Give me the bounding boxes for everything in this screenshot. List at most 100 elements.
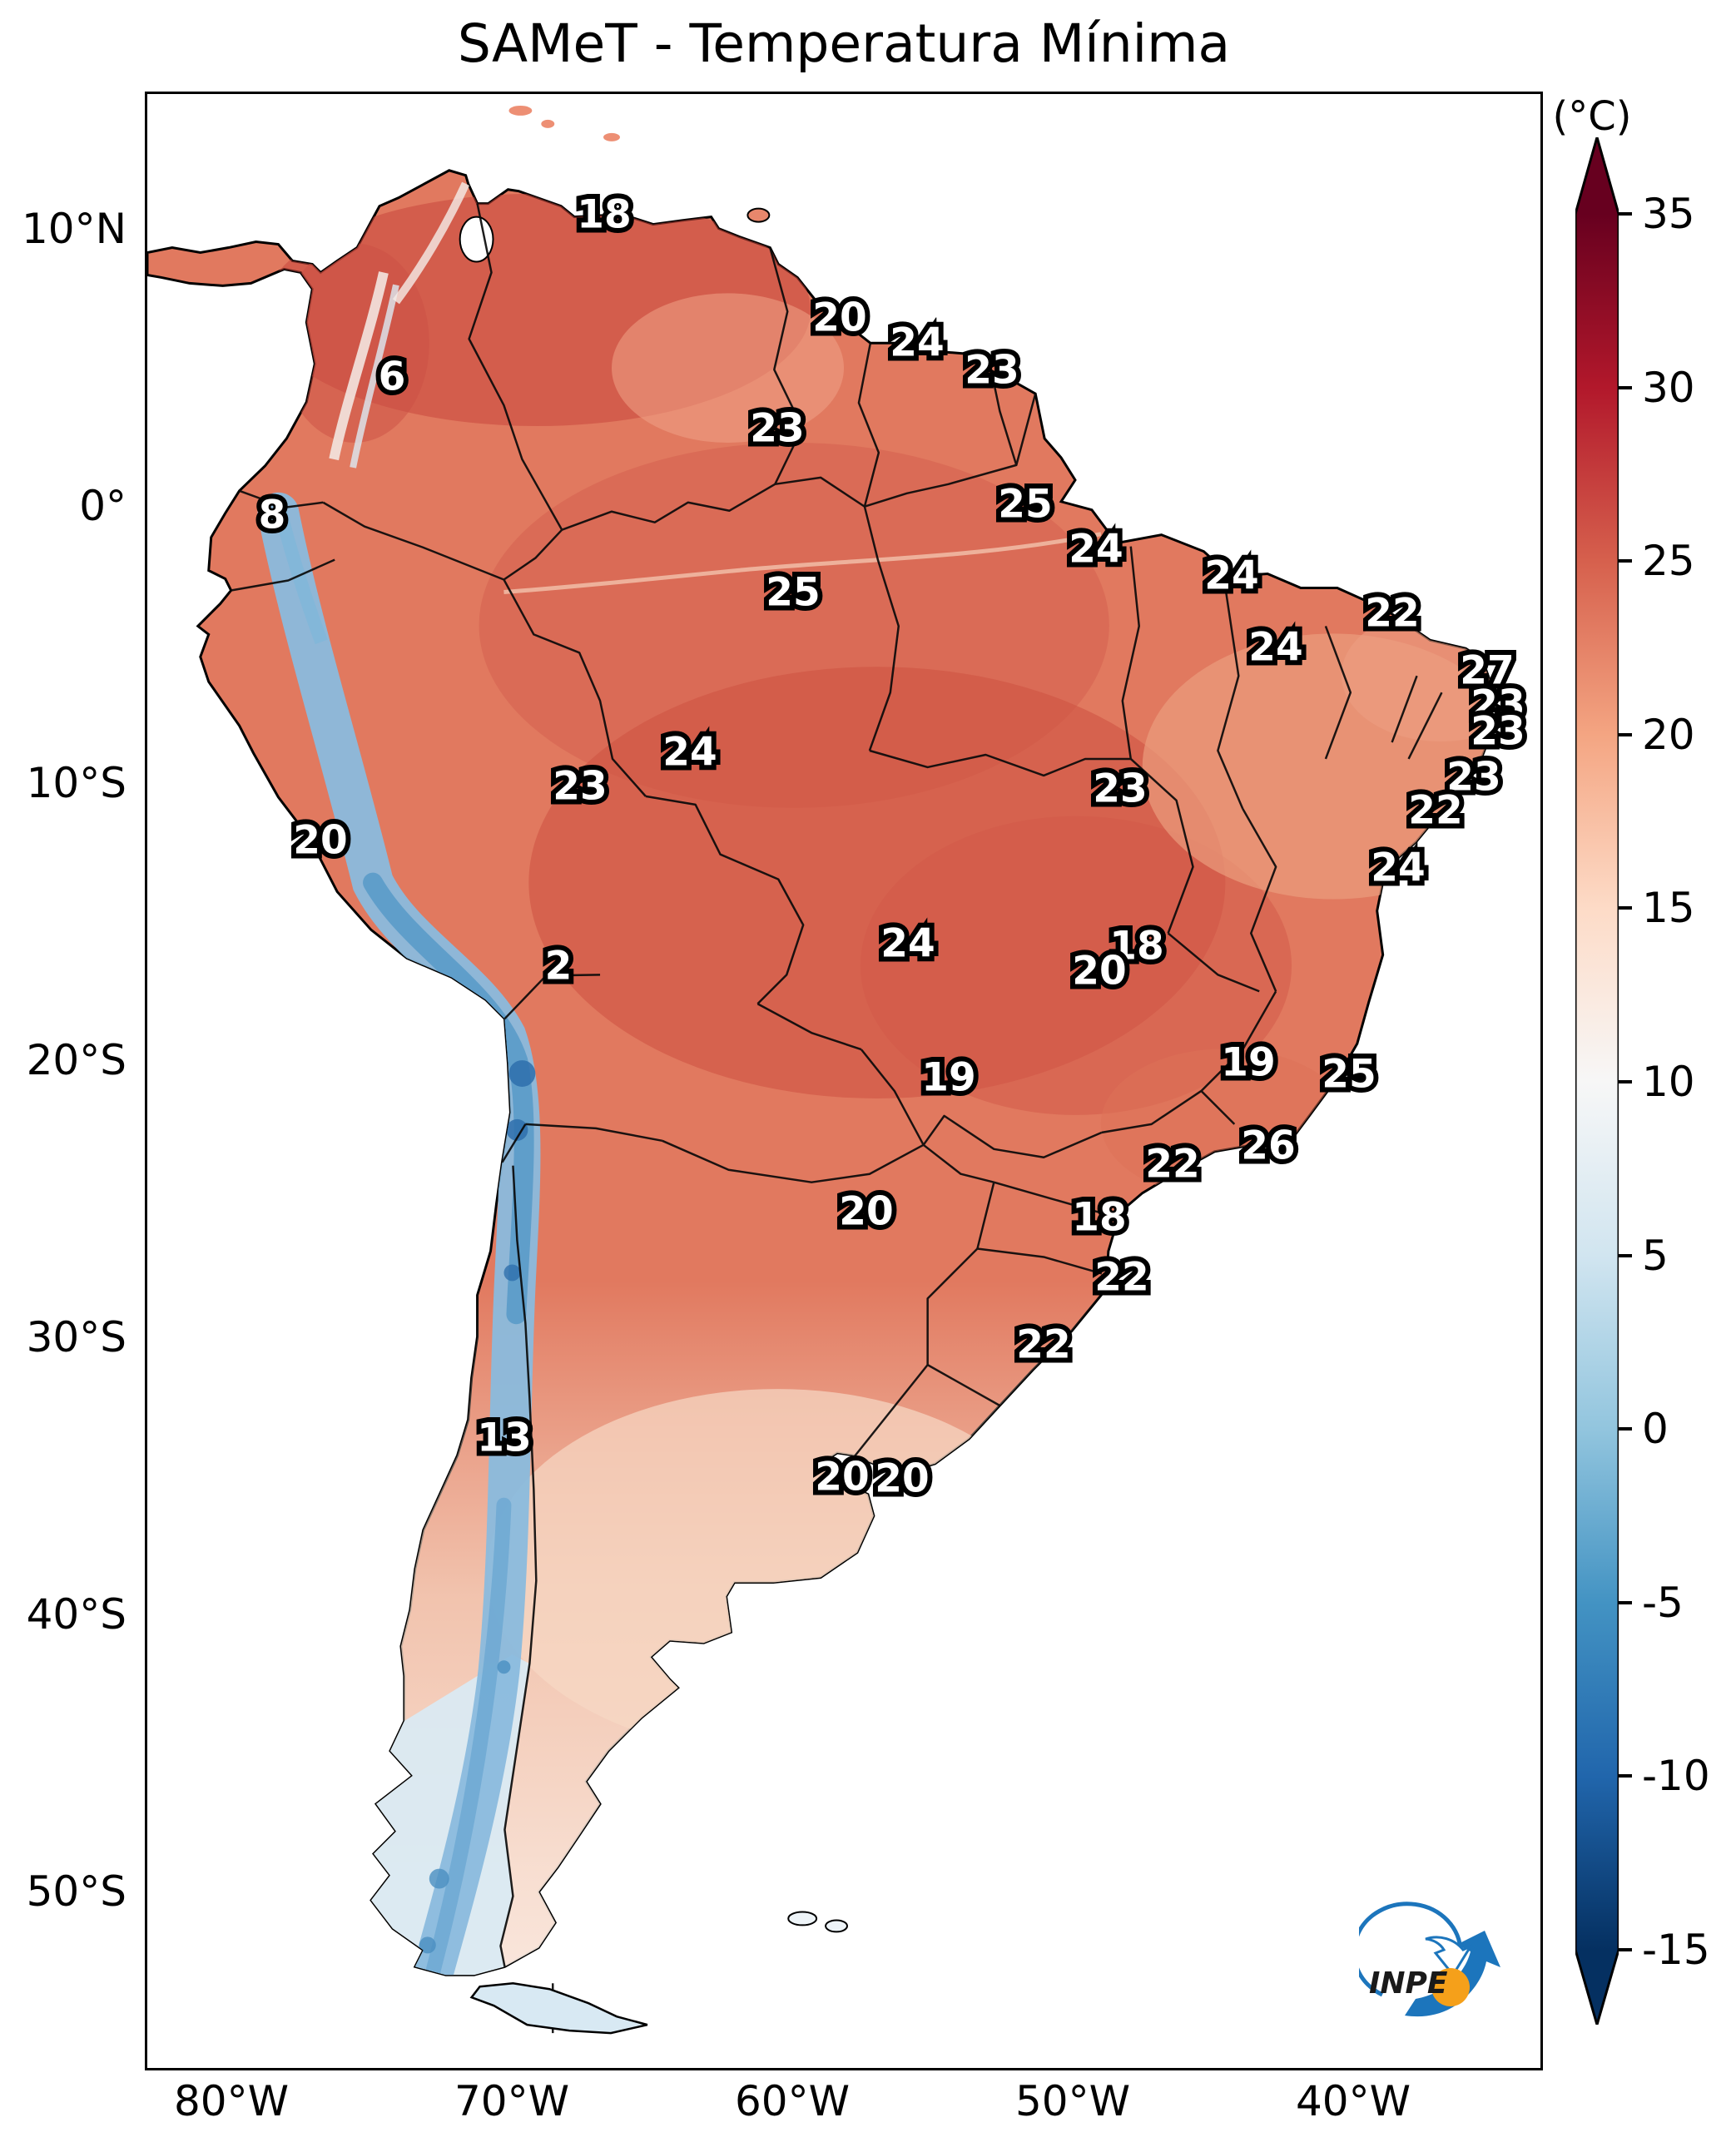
caribbean-islet xyxy=(603,132,620,141)
temp-label-value: 13 xyxy=(477,1415,532,1461)
temp-label: 22 22 xyxy=(1089,1253,1153,1302)
temp-label-value: 24 xyxy=(662,729,717,776)
temp-label-value: 25 xyxy=(1322,1051,1376,1098)
inpe-logo-orange-dot xyxy=(1431,1968,1470,2006)
temp-label: 23 23 xyxy=(1088,765,1152,814)
country-state-borders xyxy=(231,203,1443,2034)
temp-label: 25 25 xyxy=(761,568,825,617)
colorbar-tick-label: 20 xyxy=(1642,711,1695,759)
temp-label-halo: 24 xyxy=(1366,844,1430,893)
temp-label-value: 23 xyxy=(1093,766,1148,812)
temp-label: 20 20 xyxy=(1067,947,1131,996)
colorbar-tick: 10 xyxy=(1619,1058,1695,1106)
temp-label: 24 24 xyxy=(875,920,940,969)
temp-label-value: 25 xyxy=(766,569,821,616)
y-axis-tick-label: 40°S xyxy=(26,1590,126,1639)
colorbar-tick-label: 30 xyxy=(1642,364,1695,412)
temp-label-halo: 20 xyxy=(834,1188,898,1237)
temp-label: 23 23 xyxy=(960,346,1024,395)
temp-label: 22 22 xyxy=(1140,1140,1204,1189)
colorbar-tick-label: 25 xyxy=(1642,537,1695,585)
temp-label: 25 25 xyxy=(993,480,1057,529)
falkland-island-east xyxy=(825,1919,848,1933)
map-plot-area: 18 18 20 20 24 24 23 23 6 6 23 23 xyxy=(145,92,1543,2070)
caribbean-islet xyxy=(541,119,555,128)
y-axis-tick-label: 10°S xyxy=(26,759,126,807)
temp-label-halo: 20 xyxy=(807,294,871,343)
colorbar-tick: 30 xyxy=(1619,364,1695,412)
y-axis-tick-label: 20°S xyxy=(26,1036,126,1084)
temp-label-halo: 24 xyxy=(1243,623,1307,672)
temp-label-value: 22 xyxy=(1016,1321,1071,1368)
temp-label-value: 20 xyxy=(812,295,867,341)
temp-label: 2 2 xyxy=(540,942,578,991)
chart-title-line1: SAMeT - Temperatura Mínima xyxy=(457,13,1231,74)
temp-label-halo: 24 xyxy=(885,319,949,368)
colorbar-tick: 25 xyxy=(1619,537,1695,585)
colorbar-tick-mark xyxy=(1619,1427,1632,1431)
temp-label-halo: 22 xyxy=(1403,786,1467,836)
lake-maracaibo xyxy=(459,216,494,263)
temp-label-halo: 24 xyxy=(875,920,940,969)
temp-label-halo: 22 xyxy=(1360,589,1424,638)
temp-label-value: 22 xyxy=(1365,590,1420,637)
colorbar-tick-mark xyxy=(1619,559,1632,563)
temp-label-halo: 19 xyxy=(1216,1039,1280,1088)
temp-label: 18 18 xyxy=(1067,1193,1131,1242)
colorbar-tick-label: -10 xyxy=(1642,1752,1710,1800)
temp-label-halo: 20 xyxy=(288,816,352,865)
colorbar-tick-mark xyxy=(1619,1948,1632,1951)
temp-label-value: 22 xyxy=(1094,1254,1149,1301)
colorbar-tick: 5 xyxy=(1619,1232,1669,1280)
temp-label: 20 20 xyxy=(288,816,352,865)
islands xyxy=(469,105,848,2035)
temp-label-value: 18 xyxy=(1109,923,1164,969)
temp-label-value: 23 xyxy=(1471,682,1525,728)
south-america-map xyxy=(147,105,1495,2035)
temp-label-value: 8 xyxy=(258,492,286,538)
temp-label-halo: 23 xyxy=(1441,753,1505,802)
temp-label-value: 23 xyxy=(553,763,608,810)
temp-label: 23 23 xyxy=(1466,707,1530,756)
temp-label: 23 23 xyxy=(548,762,612,811)
amazon-river-trace xyxy=(503,532,1102,594)
y-axis-tick-label: 30°S xyxy=(26,1313,126,1361)
trinidad-island xyxy=(746,207,771,223)
colorbar-tick: -15 xyxy=(1619,1926,1710,1974)
temp-label: 22 22 xyxy=(1360,589,1424,638)
x-axis-tick-label: 80°W xyxy=(173,2077,290,2125)
temp-label-value: 24 xyxy=(890,320,945,366)
temp-label: 18 18 xyxy=(572,191,636,240)
temp-label-value: 24 xyxy=(1371,845,1426,891)
temp-label: 18 18 xyxy=(1104,922,1168,971)
y-axis-tick-label: 0° xyxy=(79,482,126,530)
colorbar-tick: -5 xyxy=(1619,1579,1684,1627)
temp-label-value: 2 xyxy=(544,943,573,989)
colorbar-unit-label: (°C) xyxy=(1552,93,1632,140)
temp-label-halo: 23 xyxy=(1466,707,1530,756)
temp-label-halo: 23 xyxy=(960,346,1024,395)
temp-label-value: 18 xyxy=(577,191,632,238)
temp-label: 20 20 xyxy=(870,1455,934,1504)
temp-label: 27 27 xyxy=(1455,647,1519,696)
temp-label-halo: 2 xyxy=(540,942,578,991)
x-axis-tick-label: 70°W xyxy=(454,2077,570,2125)
colorbar-tick: 35 xyxy=(1619,190,1695,238)
colorbar-tick-label: 0 xyxy=(1642,1405,1669,1453)
temp-label-halo: 25 xyxy=(993,480,1057,529)
temp-label: 23 23 xyxy=(1441,753,1505,802)
caribbean-islet xyxy=(508,105,533,116)
temp-label-value: 22 xyxy=(1408,787,1463,834)
temp-label-value: 20 xyxy=(293,817,348,864)
temp-label-value: 25 xyxy=(998,481,1053,528)
temp-label-halo: 13 xyxy=(472,1414,536,1463)
x-axis-tick-label: 60°W xyxy=(734,2077,851,2125)
temp-label-halo: 24 xyxy=(1199,552,1263,601)
colorbar-tick: 15 xyxy=(1619,884,1695,932)
temp-label: 22 22 xyxy=(1403,786,1467,836)
temp-label: 20 20 xyxy=(834,1188,898,1237)
temp-label-halo: 27 xyxy=(1455,647,1519,696)
colorbar-tick-mark xyxy=(1619,212,1632,216)
falkland-island-west xyxy=(787,1911,818,1926)
colorbar-tick: -10 xyxy=(1619,1752,1710,1800)
